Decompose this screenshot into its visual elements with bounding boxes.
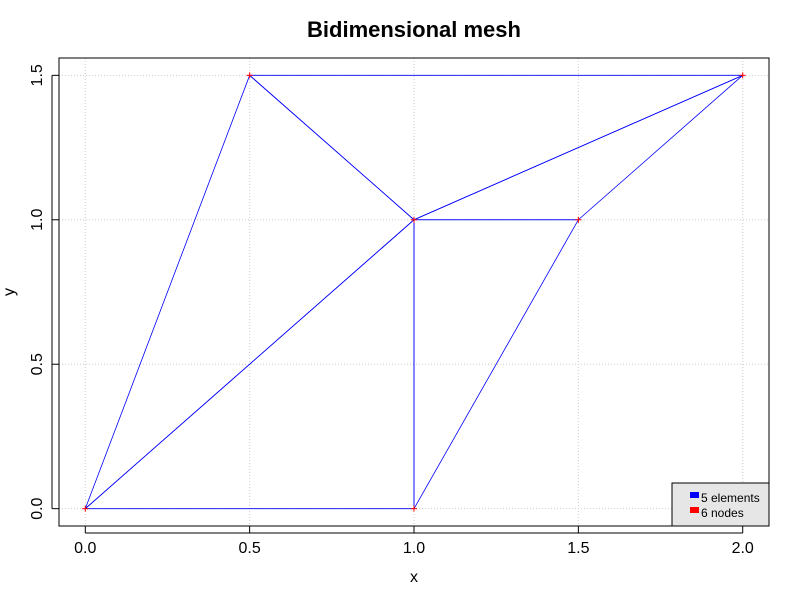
legend-label-nodes: 6 nodes — [701, 506, 744, 520]
x-tick-label: 1.5 — [567, 540, 589, 557]
mesh-nodes — [82, 72, 746, 512]
chart-title: Bidimensional mesh — [307, 17, 521, 42]
mesh-node — [246, 72, 253, 79]
mesh-element — [413, 219, 580, 511]
y-axis-label: y — [1, 288, 18, 296]
legend: 5 elements 6 nodes — [671, 482, 770, 527]
x-tick-label: 0.0 — [74, 540, 96, 557]
x-tick-label: 0.5 — [239, 540, 261, 557]
mesh-node — [411, 216, 417, 223]
y-tick-label: 1.0 — [29, 209, 46, 231]
mesh-elements — [84, 74, 743, 511]
mesh-node — [411, 505, 417, 512]
y-tick-label: 0.0 — [29, 497, 46, 519]
mesh-node — [739, 72, 746, 79]
legend-swatch-nodes — [690, 507, 699, 513]
legend-label-elements: 5 elements — [701, 491, 760, 505]
y-tick-label: 0.5 — [29, 353, 46, 375]
y-tick-label: 1.5 — [29, 64, 46, 86]
mesh-element — [248, 74, 743, 221]
mesh-node — [82, 505, 89, 512]
legend-box — [671, 482, 770, 527]
x-tick-label: 2.0 — [732, 540, 754, 557]
mesh-node — [575, 216, 582, 223]
y-axis: 0.0 0.5 1.0 1.5 — [29, 64, 59, 520]
legend-swatch-elements — [690, 492, 699, 498]
x-tick-label: 1.0 — [403, 540, 425, 557]
x-axis-label: x — [410, 569, 418, 586]
x-axis: 0.0 0.5 1.0 1.5 2.0 — [74, 526, 754, 557]
